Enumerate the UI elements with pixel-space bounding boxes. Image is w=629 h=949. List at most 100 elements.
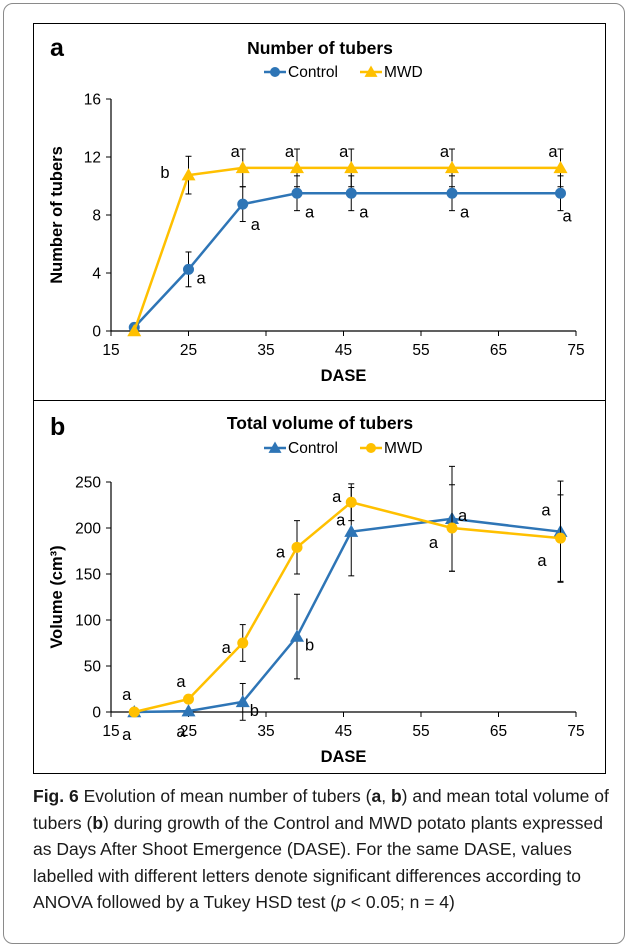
data-point xyxy=(445,160,459,174)
significance-letter: a xyxy=(276,543,286,561)
significance-letter: a xyxy=(305,203,315,221)
legend-label: MWD xyxy=(384,440,423,457)
x-axis-label: DASE xyxy=(321,748,367,766)
chart-panel-b: b Total volume of tubers Control MWD 15 25 35 4… xyxy=(33,400,606,774)
legend-label: MWD xyxy=(384,64,423,81)
y-axis-label: Number of tubers xyxy=(48,146,66,284)
significance-letter: a xyxy=(460,203,470,221)
data-point xyxy=(181,704,196,717)
x-tick-label: 65 xyxy=(490,723,507,740)
x-tick-label: 55 xyxy=(412,342,429,359)
legend-label: Control xyxy=(288,64,338,81)
series-line xyxy=(133,192,561,329)
y-tick-label: 0 xyxy=(92,324,101,341)
data-point xyxy=(237,637,249,649)
caption-text-5: < 0.05; n = 4) xyxy=(345,892,455,912)
y-tick-label: 150 xyxy=(75,567,101,584)
data-point xyxy=(237,198,249,210)
significance-letter: b xyxy=(160,164,169,182)
x-tick-label: 25 xyxy=(180,342,197,359)
x-tick-label: 15 xyxy=(102,723,119,740)
caption-text-4: ) during growth of the Control and MWD p… xyxy=(33,812,604,913)
chart-title: Total volume of tubers xyxy=(227,413,414,433)
significance-letter: a xyxy=(563,207,573,225)
caption-text-3: ) and mean total volume of tubers ( xyxy=(33,786,609,833)
data-point xyxy=(235,160,250,174)
series-line xyxy=(134,517,561,714)
data-point xyxy=(235,694,250,708)
y-tick-label: 250 xyxy=(75,475,101,492)
panel-label: b xyxy=(50,413,65,441)
legend-item-mwd: MWD xyxy=(360,64,423,81)
legend-marker xyxy=(364,65,378,77)
legend-item-control: Control xyxy=(264,64,338,81)
significance-letter: a xyxy=(285,143,295,161)
data-point xyxy=(183,693,194,705)
caption-p-symbol: p xyxy=(336,892,346,912)
tubers-volume-chart: b Total volume of tubers Control MWD 15 25 35 4… xyxy=(48,413,585,766)
caption-fig-label: Fig. 6 xyxy=(33,786,79,806)
figure-caption: Fig. 6 Evolution of mean number of tuber… xyxy=(33,783,613,916)
data-point xyxy=(446,522,458,534)
caption-text-1: Evolution of mean number of tubers ( xyxy=(78,786,372,806)
significance-letter: b xyxy=(305,637,314,655)
data-point xyxy=(291,187,303,199)
significance-letter: a xyxy=(339,143,349,161)
x-tick-label: 45 xyxy=(335,723,352,740)
significance-letter: a xyxy=(231,143,241,161)
legend-marker xyxy=(366,443,376,453)
x-tick-label: 55 xyxy=(412,723,429,740)
series-mwd: b a a a a a xyxy=(127,143,568,337)
significance-letter: a xyxy=(429,534,439,552)
data-point xyxy=(553,160,568,174)
y-tick-label: 8 xyxy=(92,208,101,225)
x-axis-label: DASE xyxy=(321,367,367,385)
legend-item-mwd: MWD xyxy=(360,440,423,457)
significance-letter: a xyxy=(176,723,186,741)
significance-letter: a xyxy=(440,143,450,161)
legend-marker xyxy=(268,441,282,453)
x-tick-label: 15 xyxy=(102,342,119,359)
caption-bold-a: a xyxy=(371,786,382,806)
data-point xyxy=(555,187,566,199)
y-tick-label: 50 xyxy=(84,659,102,676)
x-tick-label: 45 xyxy=(335,342,352,359)
significance-letter: a xyxy=(458,507,468,525)
significance-letter: a xyxy=(122,726,132,744)
significance-letter: b xyxy=(250,702,259,720)
data-point xyxy=(183,263,194,275)
significance-letter: a xyxy=(122,686,132,704)
y-tick-label: 200 xyxy=(75,521,101,538)
tubers-number-chart: a Number of tubers Control MWD 15 25 35 45 55 65 7… xyxy=(48,34,585,385)
significance-letter: a xyxy=(548,143,558,161)
data-point xyxy=(127,324,142,337)
significance-letter: a xyxy=(336,512,346,530)
data-point xyxy=(291,541,303,553)
significance-letter: a xyxy=(359,203,369,221)
significance-letter: a xyxy=(541,502,551,520)
legend-item-control: Control xyxy=(264,440,338,457)
significance-letter: a xyxy=(197,269,207,287)
x-tick-label: 75 xyxy=(567,342,584,359)
caption-bold-b: b xyxy=(390,786,402,806)
chart-panel-a: a Number of tubers Control MWD 15 25 35 45 55 65 7… xyxy=(33,23,606,401)
significance-letter: a xyxy=(537,552,547,570)
series-control: a a a a a a xyxy=(128,175,573,333)
x-tick-label: 25 xyxy=(180,723,197,740)
data-point xyxy=(555,532,566,544)
data-point xyxy=(290,629,304,642)
data-point xyxy=(345,496,357,508)
x-tick-label: 35 xyxy=(257,723,274,740)
y-axis-label: Volume (cm³) xyxy=(48,545,66,648)
figure-frame xyxy=(3,3,625,944)
data-point xyxy=(344,524,359,537)
data-point xyxy=(345,187,357,199)
y-tick-label: 16 xyxy=(84,92,101,109)
significance-letter: a xyxy=(332,488,342,506)
y-tick-label: 0 xyxy=(92,705,101,722)
caption-bold-b2: b xyxy=(92,812,104,833)
significance-letter: a xyxy=(251,216,261,234)
y-tick-label: 100 xyxy=(75,613,101,630)
data-point xyxy=(290,160,304,174)
